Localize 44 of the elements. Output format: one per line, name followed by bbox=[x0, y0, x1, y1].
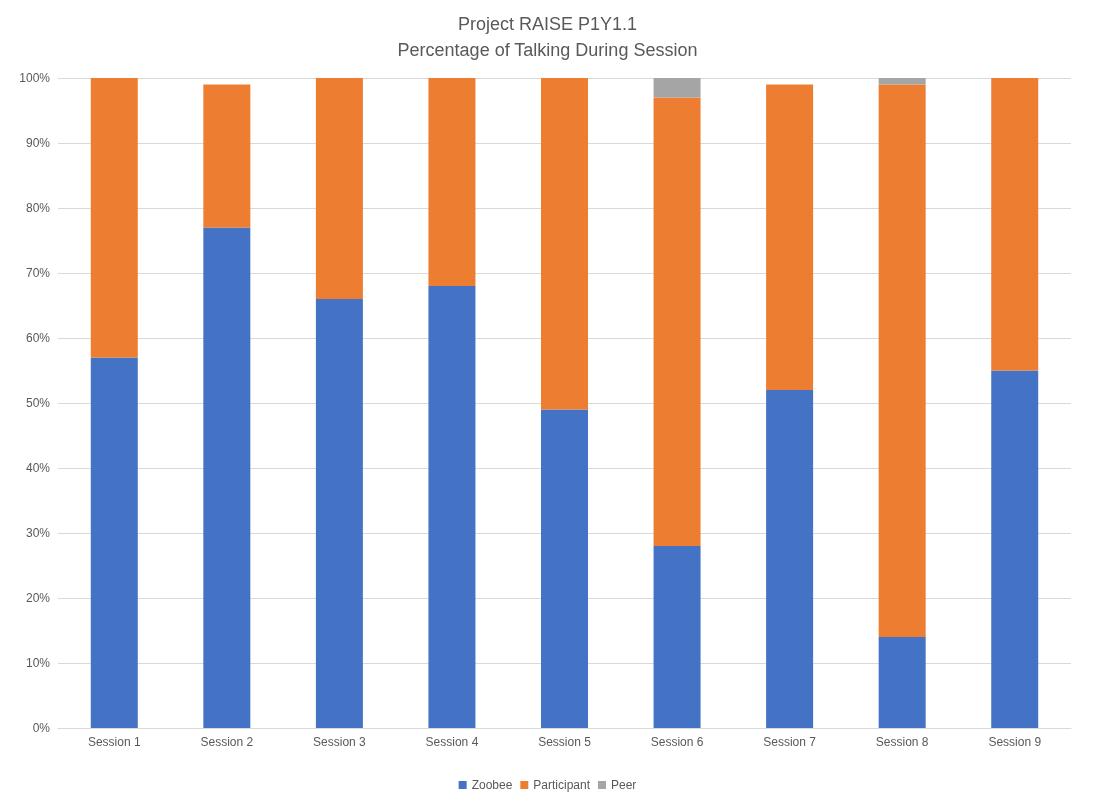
bar bbox=[428, 286, 476, 728]
x-tick-label: Session 7 bbox=[763, 735, 817, 749]
bar bbox=[315, 78, 363, 299]
bar bbox=[541, 78, 588, 410]
chart-title: Project RAISE P1Y1.1 Percentage of Talking During Session bbox=[397, 14, 698, 60]
bar bbox=[878, 78, 926, 85]
y-tick-label: 80% bbox=[25, 201, 51, 215]
bar bbox=[991, 370, 1039, 728]
bar bbox=[653, 97, 701, 546]
legend-label: Peer bbox=[611, 778, 637, 792]
x-tick-label: Session 4 bbox=[425, 735, 479, 749]
bar bbox=[653, 78, 701, 98]
y-tick-label: 20% bbox=[25, 591, 51, 605]
legend-label: Zoobee bbox=[471, 778, 513, 792]
x-tick-label: Session 6 bbox=[650, 735, 704, 749]
bar bbox=[541, 409, 588, 728]
y-tick-label: 50% bbox=[25, 396, 51, 410]
bar bbox=[90, 357, 138, 728]
x-tick-label: Session 1 bbox=[87, 735, 141, 749]
y-tick-label: 10% bbox=[25, 656, 51, 670]
bar bbox=[991, 78, 1039, 371]
bar bbox=[428, 78, 476, 286]
bar bbox=[766, 390, 814, 728]
y-tick-label: 40% bbox=[25, 461, 51, 475]
x-tick-label: Session 3 bbox=[313, 735, 367, 749]
bar bbox=[203, 227, 251, 728]
y-tick-label: 90% bbox=[25, 136, 51, 150]
x-tick-label: Session 2 bbox=[200, 735, 254, 749]
y-tick-label: 70% bbox=[25, 266, 51, 280]
x-tick-label: Session 9 bbox=[988, 735, 1042, 749]
bar bbox=[766, 84, 814, 390]
bar bbox=[203, 84, 251, 228]
y-tick-label: 30% bbox=[25, 526, 51, 540]
bar bbox=[878, 637, 926, 728]
legend-label: Participant bbox=[533, 778, 591, 792]
x-tick-label: Session 8 bbox=[875, 735, 929, 749]
bar bbox=[315, 299, 363, 728]
y-tick-label: 60% bbox=[25, 331, 51, 345]
y-tick-label: 0% bbox=[32, 721, 51, 735]
y-tick-label: 100% bbox=[19, 71, 51, 85]
bar bbox=[653, 546, 701, 728]
bar bbox=[90, 78, 138, 358]
x-tick-label: Session 5 bbox=[538, 735, 592, 749]
bar bbox=[878, 84, 926, 637]
